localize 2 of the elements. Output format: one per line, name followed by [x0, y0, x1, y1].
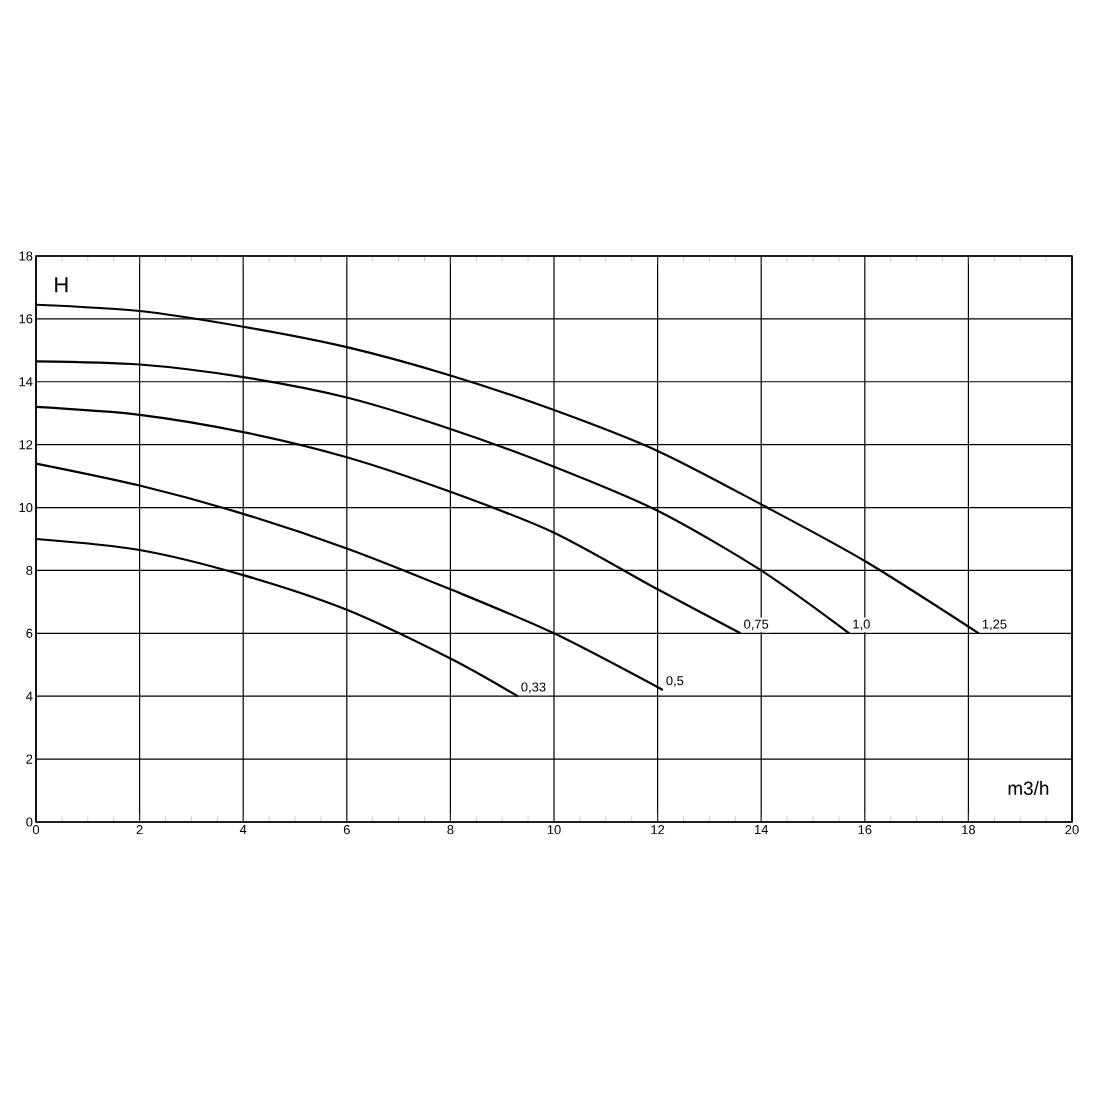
x-axis-title: m3/h — [1008, 781, 1049, 795]
y-axis-title: H — [55, 277, 68, 293]
